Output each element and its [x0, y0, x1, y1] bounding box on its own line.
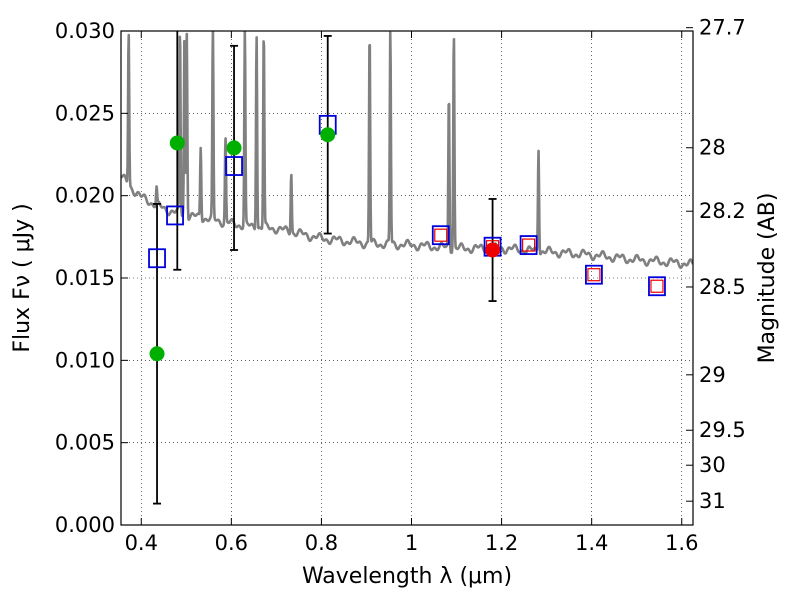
mag-tick-label: 31 — [699, 489, 726, 513]
observed-photometry-point — [320, 127, 336, 143]
x-axis-label: Wavelength λ (μm) — [302, 564, 512, 589]
model-spectrum-line — [121, 31, 693, 270]
synthetic-photometry-square — [519, 235, 538, 255]
y-axis-label: Flux Fν ( μJy ) — [10, 203, 35, 352]
x-tick-label: 0.6 — [215, 531, 248, 555]
synthetic-photometry-square — [166, 205, 184, 226]
y-axis-right-label: Magnitude (AB) — [755, 193, 780, 364]
x-tick-label: 1.4 — [575, 531, 608, 555]
synthetic-photometry-square — [225, 156, 243, 176]
mag-tick-label: 29.5 — [699, 418, 746, 442]
mag-tick-label: 27.7 — [699, 16, 746, 40]
synthetic-photometry-square — [648, 276, 666, 297]
y-tick-label: 0.020 — [55, 184, 115, 208]
synthetic-inner-square — [434, 228, 448, 242]
synthetic-photometry-square — [431, 225, 450, 246]
points-layer — [148, 31, 666, 505]
x-tick-label: 1.2 — [485, 531, 518, 555]
synthetic-photometry-square — [148, 248, 166, 269]
x-tick-label: 0.4 — [125, 531, 158, 555]
model-spectrum-layer — [121, 31, 693, 270]
tick-labels: 0.4 0.6 0.8 1 1.2 1.4 1.6 0.000 0.005 0.010 0.015 0… — [55, 16, 746, 555]
y-tick-label: 0.005 — [55, 431, 115, 455]
synthetic-inner-square — [587, 268, 601, 282]
mag-tick-label: 28.2 — [699, 199, 746, 223]
y-tick-label: 0.015 — [55, 266, 115, 290]
y-tick-label: 0.030 — [55, 19, 115, 43]
synthetic-photometry-square — [585, 264, 603, 285]
synthetic-inner-square — [522, 238, 536, 252]
plot-background — [121, 31, 693, 525]
y-tick-label: 0.025 — [55, 101, 115, 125]
y-tick-label: 0.000 — [55, 513, 115, 537]
mag-tick-label: 28.5 — [699, 275, 746, 299]
x-tick-label: 1.6 — [665, 531, 698, 555]
observed-photometry-point — [226, 140, 242, 156]
observed-photometry-point — [169, 135, 185, 151]
mag-tick-label: 29 — [699, 363, 726, 387]
mag-tick-label: 28 — [699, 136, 726, 160]
x-tick-label: 0.8 — [305, 531, 338, 555]
x-tick-label: 1 — [405, 531, 418, 555]
synthetic-inner-square — [650, 279, 664, 293]
observed-photometry-point — [485, 242, 501, 258]
observed-photometry-point — [149, 346, 165, 362]
y-tick-label: 0.010 — [55, 348, 115, 372]
ticks — [121, 27, 693, 526]
mag-tick-label: 30 — [699, 453, 726, 477]
